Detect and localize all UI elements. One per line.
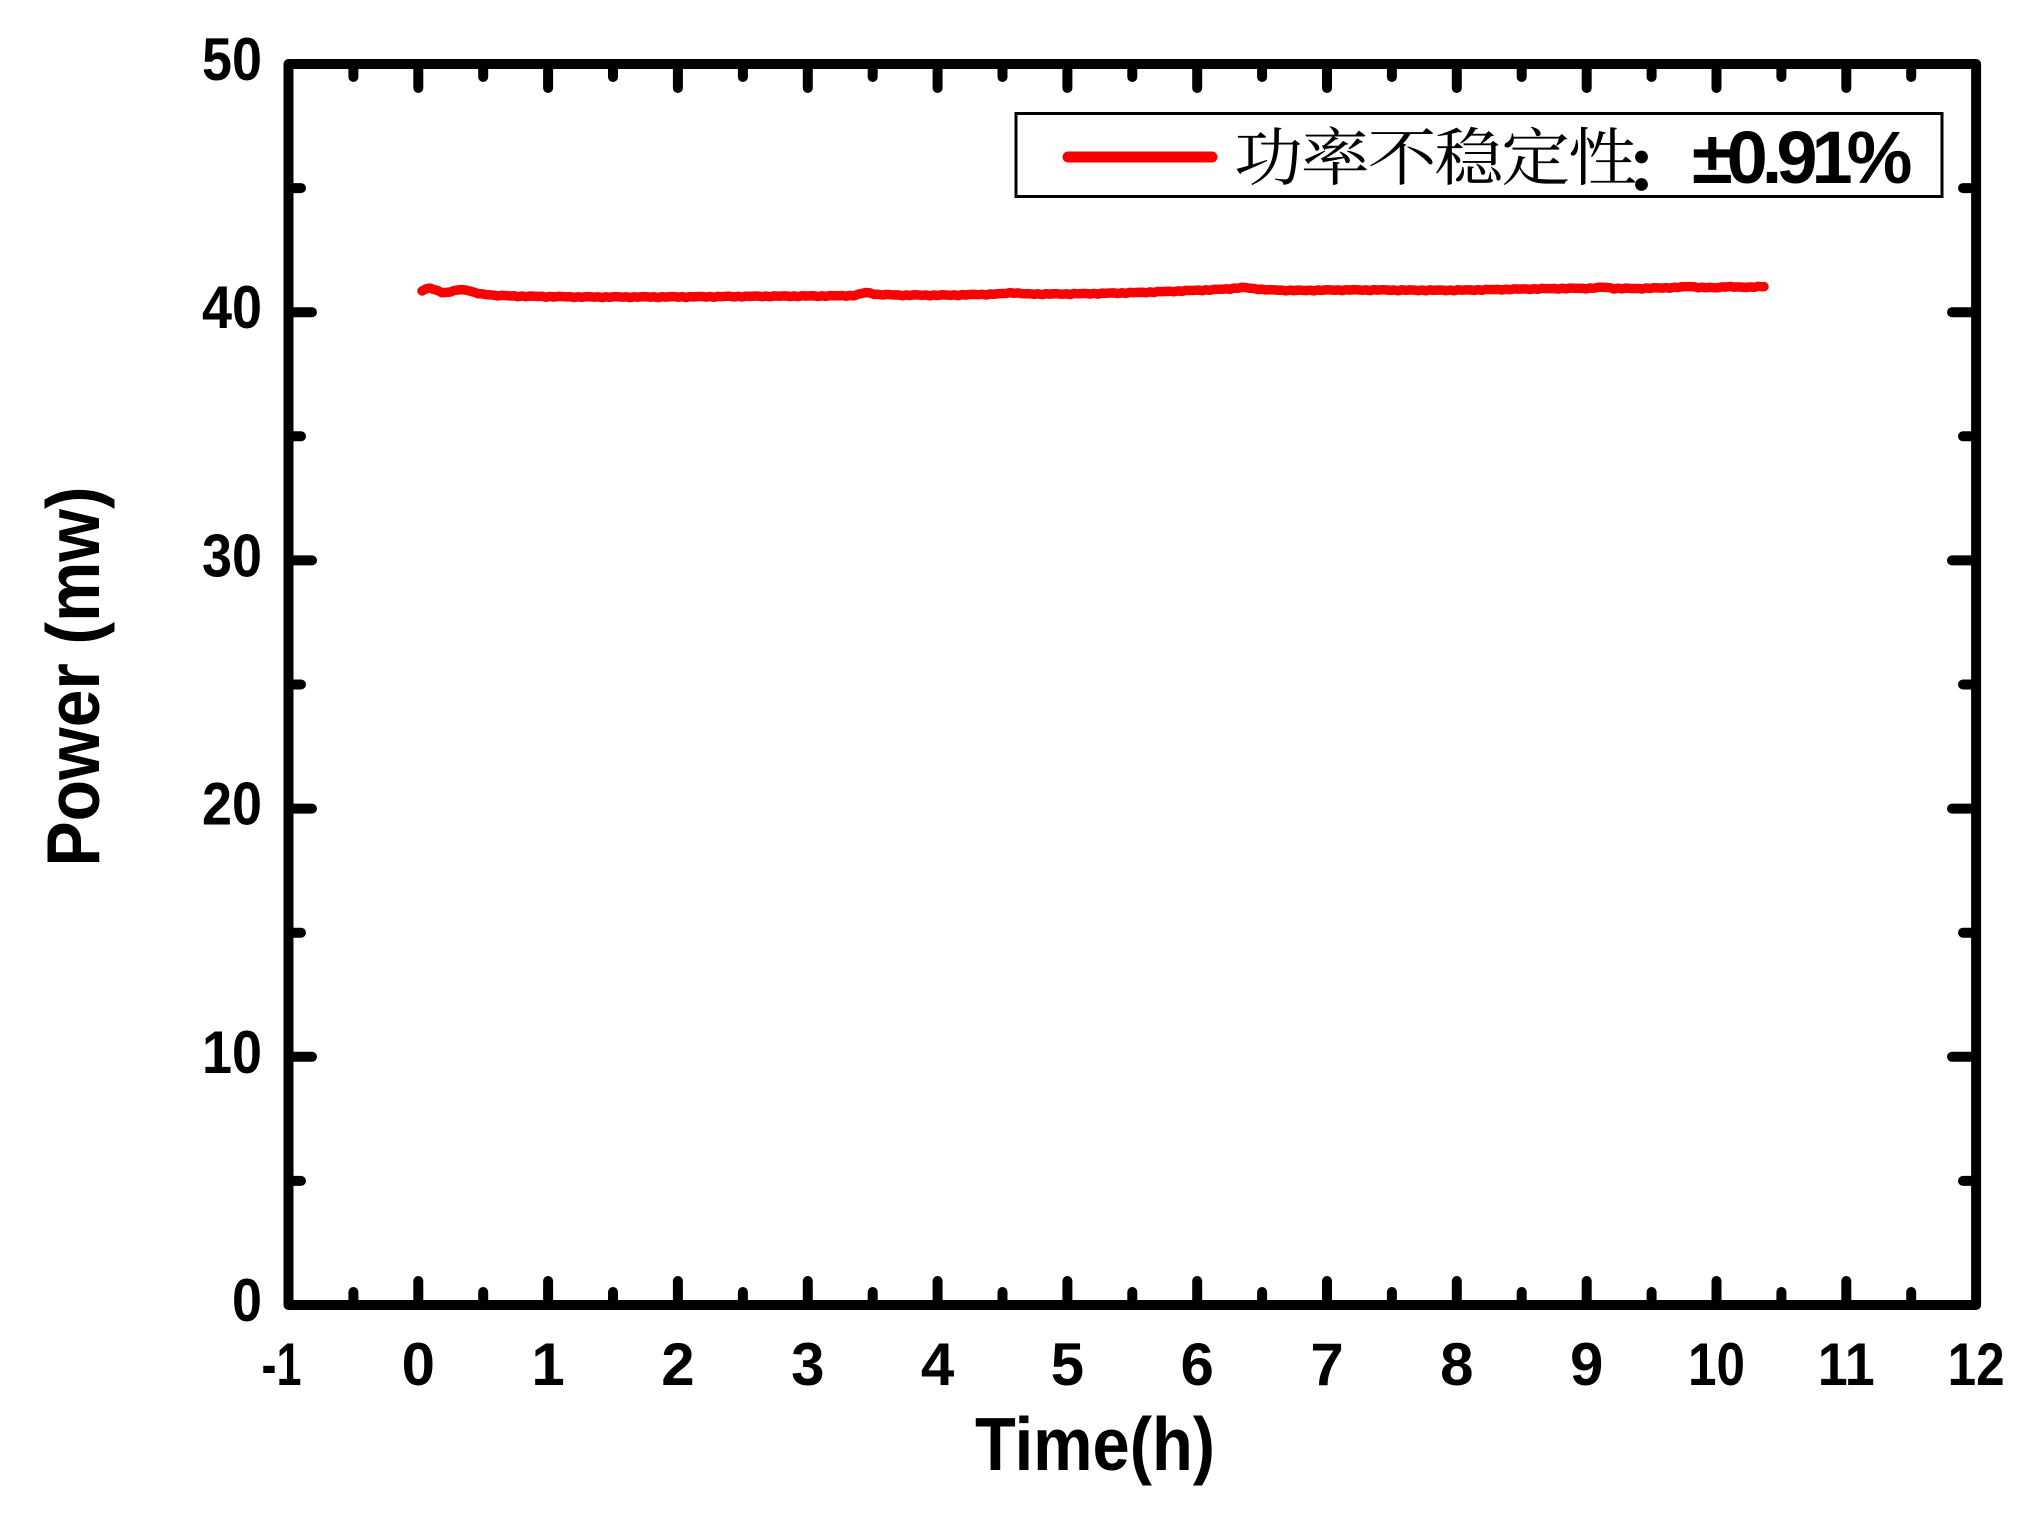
svg-text:3: 3 xyxy=(791,1331,824,1398)
svg-text:11: 11 xyxy=(1818,1331,1875,1398)
svg-text:0: 0 xyxy=(232,1267,262,1334)
svg-text:8: 8 xyxy=(1440,1331,1473,1398)
svg-text:12: 12 xyxy=(1948,1331,2005,1398)
svg-text:2: 2 xyxy=(661,1331,694,1398)
svg-text:50: 50 xyxy=(202,26,262,93)
svg-text:-1: -1 xyxy=(262,1331,302,1398)
svg-text:5: 5 xyxy=(1051,1331,1084,1398)
svg-text:9: 9 xyxy=(1570,1331,1603,1398)
svg-text:±0.91%: ±0.91% xyxy=(1692,116,1911,199)
svg-text:Power (mw): Power (mw) xyxy=(31,487,115,867)
svg-text:4: 4 xyxy=(921,1331,955,1398)
svg-text:40: 40 xyxy=(202,274,262,341)
svg-text:10: 10 xyxy=(202,1019,262,1086)
svg-text:10: 10 xyxy=(1688,1331,1745,1398)
svg-text:Time(h): Time(h) xyxy=(975,1402,1215,1486)
svg-text:7: 7 xyxy=(1310,1331,1343,1398)
svg-text:6: 6 xyxy=(1181,1331,1214,1398)
svg-text:30: 30 xyxy=(202,522,262,589)
svg-text:1: 1 xyxy=(531,1331,564,1398)
svg-text:0: 0 xyxy=(402,1331,435,1398)
svg-text:20: 20 xyxy=(202,771,262,838)
